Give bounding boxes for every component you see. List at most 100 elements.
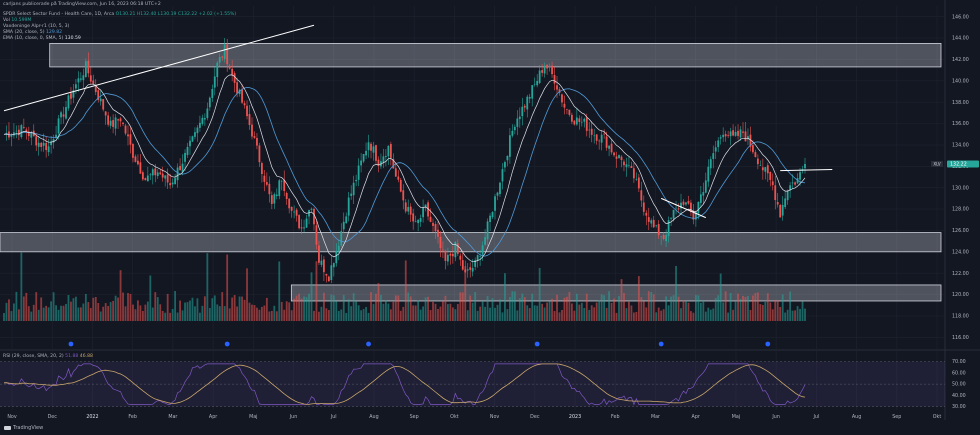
event-marker-icon[interactable]	[658, 341, 664, 347]
volume-bar	[67, 295, 70, 321]
volume-bar	[761, 304, 764, 321]
candle-body	[223, 44, 226, 60]
x-tick-label: Aug	[369, 414, 378, 420]
trendline[interactable]	[780, 169, 833, 172]
volume-bar	[248, 302, 251, 321]
volume-bar	[479, 306, 482, 321]
rsi-ma-line[interactable]	[3, 363, 806, 405]
rsi-legend[interactable]: RSI (29, close, SMA, 20, 2) 51.88 46.88	[3, 354, 93, 360]
candle-body	[243, 103, 246, 106]
volume-bar	[759, 304, 762, 321]
y-tick-label: 120.00	[952, 292, 969, 298]
volume-bar	[367, 312, 370, 321]
candle-body	[263, 175, 266, 182]
volume-bar	[320, 306, 323, 321]
event-marker-icon[interactable]	[68, 341, 74, 347]
candle-body	[47, 146, 50, 153]
candle-body	[392, 159, 395, 169]
volume-bar	[451, 307, 454, 321]
brand-name: TradingView	[13, 425, 44, 431]
volume-bar	[660, 310, 663, 321]
candle-body	[558, 89, 561, 93]
indicator-legend-1[interactable]: Vaxdeninge Alpr-r1 (10, 5, 3)	[3, 24, 70, 29]
volume-bar	[132, 304, 134, 321]
candle-body	[389, 143, 392, 158]
candle-body	[330, 265, 333, 281]
support-resistance-zone[interactable]	[290, 284, 942, 302]
candle-body	[298, 215, 301, 229]
candle-body	[804, 163, 806, 169]
volume-bar	[273, 305, 276, 321]
candle-body	[456, 243, 459, 254]
volume-bar	[675, 265, 677, 321]
event-marker-icon[interactable]	[765, 341, 771, 347]
candle-body	[747, 136, 749, 140]
event-marker-icon[interactable]	[534, 341, 540, 347]
tradingview-branding[interactable]: TradingView	[4, 425, 43, 431]
event-marker-icon[interactable]	[224, 341, 230, 347]
candle-body	[10, 135, 13, 137]
candle-body	[662, 235, 665, 239]
ema-line[interactable]	[3, 74, 806, 263]
support-resistance-zone[interactable]	[0, 232, 942, 253]
candle-body	[350, 193, 353, 196]
trendline[interactable]	[660, 197, 707, 219]
candle-body	[709, 159, 712, 169]
ema-legend[interactable]: EMA (10, close, 0, SMA, 5) 130.59	[3, 36, 81, 42]
candle-body	[67, 95, 70, 109]
candle-body	[360, 160, 363, 166]
candle-body	[60, 112, 62, 118]
candle-body	[697, 201, 700, 214]
volume-bar	[578, 304, 581, 321]
candle-body	[397, 176, 400, 180]
candle-body	[528, 96, 531, 99]
candle-body	[352, 182, 355, 196]
volume-bar	[57, 309, 60, 321]
volume-bar	[409, 296, 412, 321]
sma-line[interactable]	[3, 87, 806, 257]
volume-bar	[270, 310, 273, 321]
volume-bar	[303, 296, 305, 321]
candle-body	[717, 140, 720, 148]
candle-body	[446, 254, 449, 262]
candle-body	[548, 66, 551, 67]
candle-body	[211, 88, 214, 98]
volume-bar	[35, 292, 38, 321]
volume-bar	[139, 305, 142, 321]
candle-body	[603, 133, 606, 135]
candle-body	[323, 259, 325, 273]
candle-body	[449, 253, 452, 256]
candle-body	[640, 190, 643, 201]
volume-bar	[347, 299, 350, 321]
volume-bar	[694, 295, 697, 321]
volume-legend[interactable]: Vol 10.599M	[3, 18, 31, 24]
volume-bar	[442, 301, 444, 321]
event-marker-icon[interactable]	[366, 341, 371, 347]
candle-body	[593, 135, 596, 137]
volume-bar	[563, 297, 566, 321]
candle-body	[57, 118, 60, 134]
volume-bar	[704, 311, 707, 321]
volume-bar	[382, 303, 385, 321]
volume-bar	[801, 301, 804, 321]
symbol-tag-label: XLV	[933, 161, 941, 166]
volume-bar	[161, 310, 164, 321]
volume-bar	[308, 293, 310, 321]
volume-bar	[310, 272, 313, 321]
candle-body	[786, 190, 789, 201]
candle-body	[139, 162, 142, 174]
candle-body	[486, 221, 489, 240]
trendline[interactable]	[3, 24, 315, 112]
volume-bar	[174, 291, 177, 321]
x-tick-label: Nov	[490, 414, 500, 420]
support-resistance-zone[interactable]	[49, 43, 942, 68]
rsi-line[interactable]	[3, 363, 806, 406]
sma-legend[interactable]: SMA (20, close, 5) 129.82	[3, 30, 62, 36]
candle-body	[30, 132, 33, 138]
volume-bar	[486, 296, 489, 321]
candle-body	[531, 85, 534, 99]
volume-bar	[414, 305, 417, 321]
candle-body	[578, 118, 581, 122]
volume-bar	[511, 291, 514, 321]
